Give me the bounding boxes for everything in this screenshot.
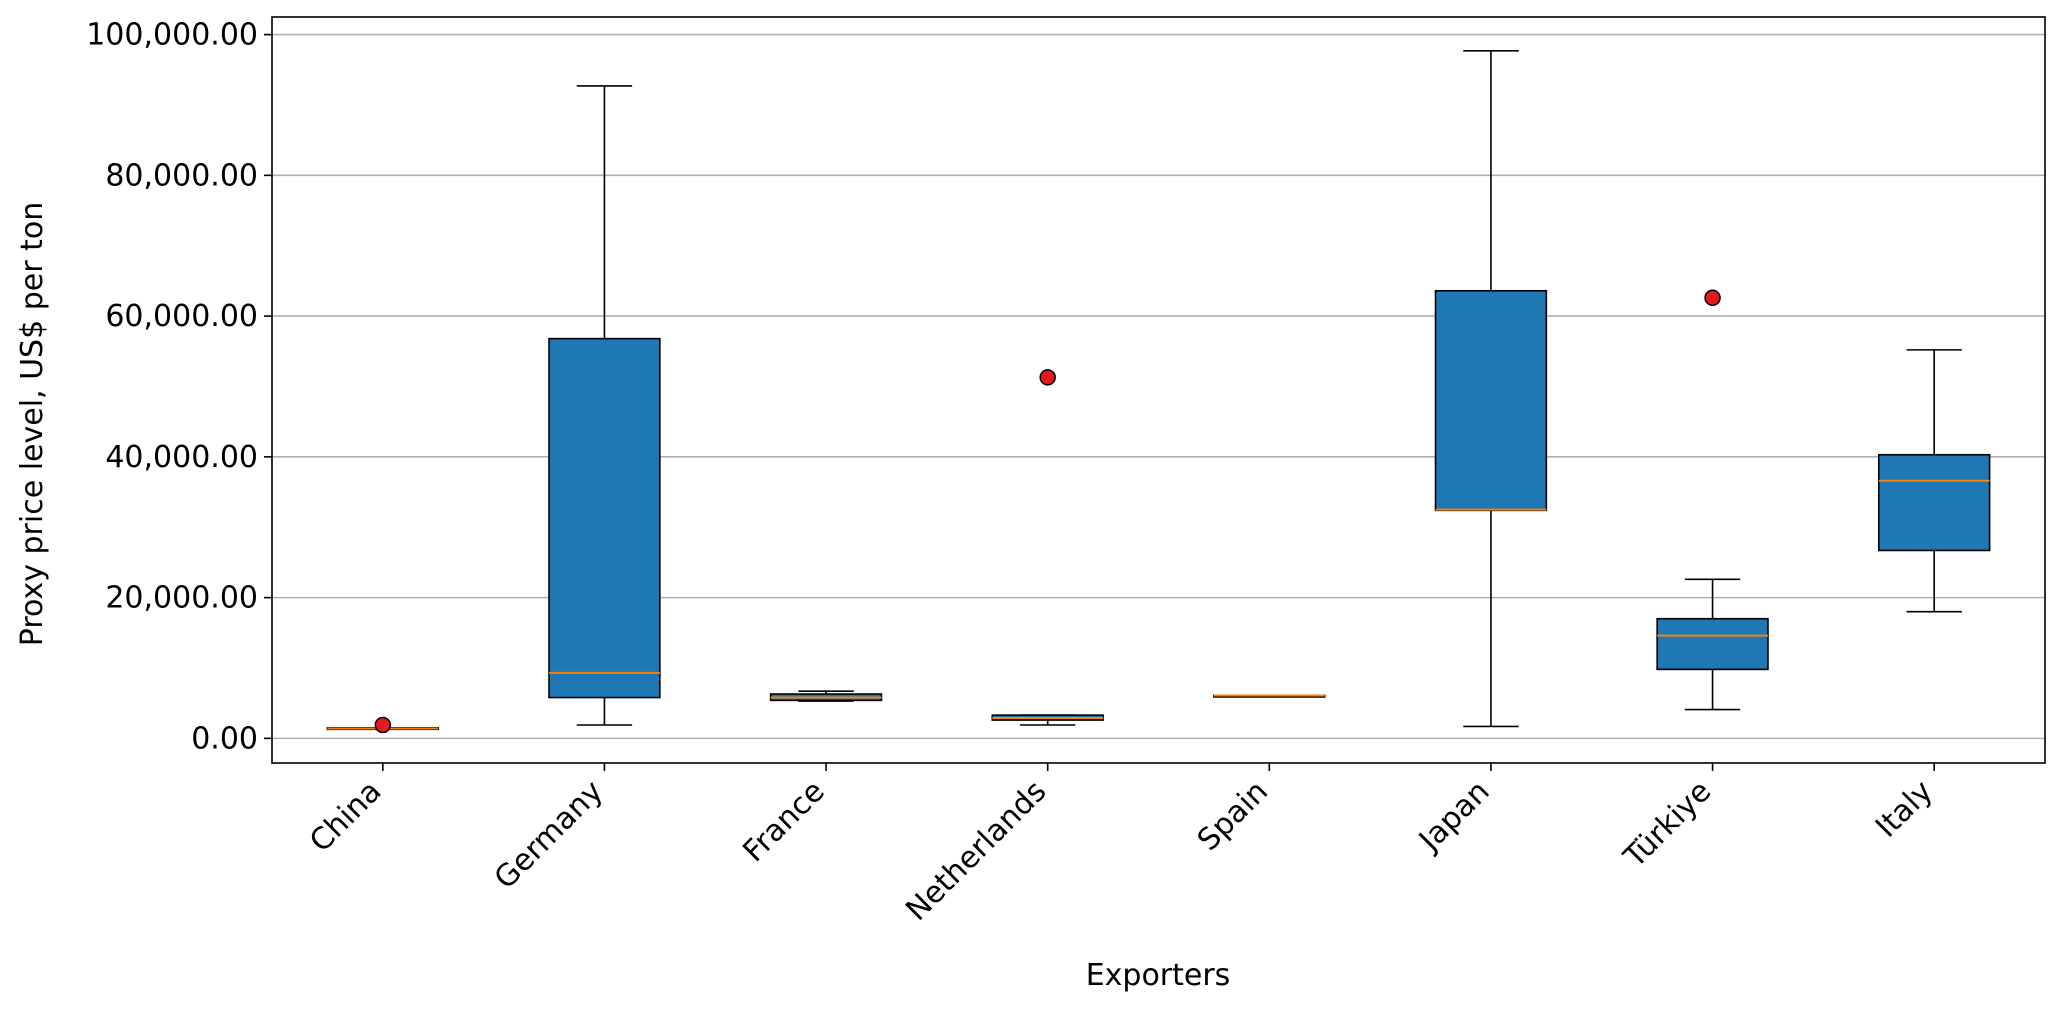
box-germany [548,85,661,726]
box-türkiye [1656,289,1769,711]
x-tick-label: Türkiye [1617,774,1718,875]
iqr-box [1877,453,1991,552]
x-tick-label: Germany [488,774,610,896]
x-tick-label: Netherlands [899,774,1053,928]
gridlines [272,33,2045,740]
box-china [326,716,440,734]
x-tick-label: Italy [1869,774,1940,845]
x-tick-label: France [736,774,831,869]
iqr-box [548,337,661,699]
x-tick-label: Spain [1191,774,1275,858]
outlier-point [1039,369,1056,386]
y-tick-label: 60,000.00 [105,299,258,334]
iqr-box [1434,289,1548,512]
box-spain [1213,694,1326,698]
y-tick-label: 100,000.00 [86,18,258,53]
boxes [326,49,1991,734]
outlier-point [1704,289,1721,307]
box-france [769,690,883,702]
outlier-point [374,716,392,734]
iqr-box [1656,617,1769,671]
box-netherlands [991,369,1104,726]
y-tick-label: 0.00 [191,721,258,756]
box-italy [1877,349,1991,613]
x-axis-ticks: China Germany France Netherlands Spain Japan T… [303,763,1940,928]
plot-frame [271,16,2046,764]
box-japan [1434,49,1548,728]
y-tick-label: 20,000.00 [105,581,258,616]
y-axis-ticks: 0.00 20,000.00 40,000.00 60,000.00 80,000.00… [86,18,272,756]
x-tick-label: China [303,774,388,859]
x-axis-title: Exporters [1086,958,1231,993]
x-tick-label: Japan [1411,774,1496,859]
y-tick-label: 40,000.00 [105,440,258,475]
y-axis-title: Proxy price level, US$ per ton [15,202,50,646]
y-tick-label: 80,000.00 [105,158,258,193]
